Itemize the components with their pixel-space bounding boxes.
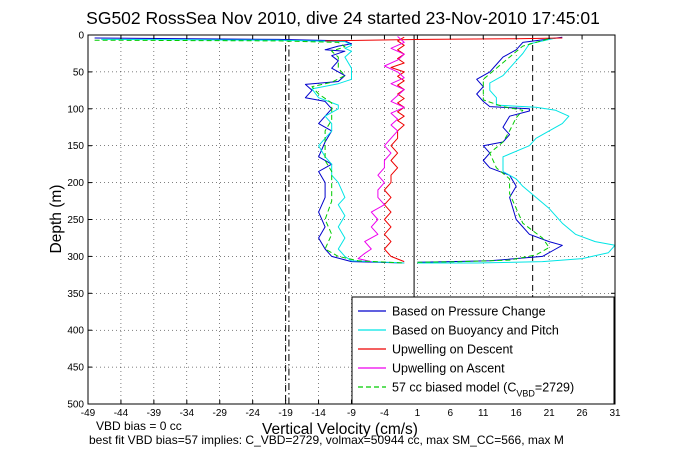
- series-based-on-buoyancy-and-pitch: [101, 37, 616, 264]
- y-tick-label: 250: [67, 215, 84, 226]
- y-tick-label: 400: [67, 326, 84, 337]
- note-vbd-bias: VBD bias = 0 cc: [96, 419, 182, 433]
- x-tick-label: -9: [347, 408, 356, 419]
- x-axis-ticks: -49 -44 -39 -34 -29 -24 -19 -14 -9 -4 1 6 11 16 21 26 31: [81, 35, 621, 419]
- series-upwelling-on-ascent: [357, 36, 405, 263]
- legend-label: Upwelling on Ascent: [392, 362, 505, 376]
- x-tick-label: -34: [180, 408, 195, 419]
- y-tick-label: 500: [67, 400, 84, 411]
- y-tick-label: 150: [67, 141, 84, 152]
- x-tick-label: 1: [415, 408, 421, 419]
- series-57-cc-biased-model-c-vbd-2729: [94, 38, 550, 264]
- legend-box: [351, 296, 615, 405]
- y-tick-label: 100: [67, 104, 84, 115]
- x-axis-label: Vertical Velocity (cm/s): [262, 421, 418, 438]
- series-line: [417, 37, 616, 264]
- series-line: [357, 36, 405, 263]
- x-tick-label: 6: [448, 408, 454, 419]
- x-tick-label: 16: [511, 408, 523, 419]
- x-tick-label: -39: [147, 408, 162, 419]
- x-tick-label: -49: [81, 408, 96, 419]
- legend-label: 57 cc biased model (CVBD=2729): [392, 381, 574, 399]
- x-tick-label: 21: [544, 408, 556, 419]
- x-tick-label: -24: [245, 408, 260, 419]
- series-upwelling-on-descent: [325, 36, 563, 263]
- y-axis-ticks: 0 50 100 150 200 250 300 350 400 450 500: [67, 31, 615, 411]
- y-tick-label: 0: [78, 31, 84, 42]
- y-tick-label: 350: [67, 289, 84, 300]
- x-tick-label: -19: [278, 408, 293, 419]
- series-line: [325, 37, 563, 42]
- legend-label: Upwelling on Descent: [392, 343, 513, 357]
- legend-label: Based on Buoyancy and Pitch: [392, 324, 559, 338]
- x-tick-label: -29: [213, 408, 228, 419]
- chart-title: SG502 RossSea Nov 2010, dive 24 started …: [86, 8, 600, 28]
- series-line: [94, 39, 405, 264]
- x-tick-label: -4: [380, 408, 389, 419]
- series-line: [101, 38, 405, 264]
- series-line: [417, 38, 550, 263]
- series-line: [383, 36, 405, 263]
- y-tick-label: 450: [67, 363, 84, 374]
- x-tick-label: 31: [609, 408, 621, 419]
- y-tick-label: 50: [73, 67, 85, 78]
- series-group: [94, 36, 616, 264]
- y-tick-label: 200: [67, 178, 84, 189]
- x-tick-label: 11: [478, 408, 489, 419]
- x-tick-label: -44: [114, 408, 129, 419]
- y-axis-label: Depth (m): [48, 185, 65, 254]
- y-tick-label: 300: [67, 252, 84, 263]
- x-tick-label: 26: [577, 408, 589, 419]
- note-best-fit: best fit VBD bias=57 implies: C_VBD=2729…: [89, 433, 564, 447]
- legend-label: Based on Pressure Change: [392, 305, 546, 319]
- legend: Based on Pressure Change Based on Buoyanc…: [351, 296, 615, 405]
- x-tick-label: -14: [311, 408, 326, 419]
